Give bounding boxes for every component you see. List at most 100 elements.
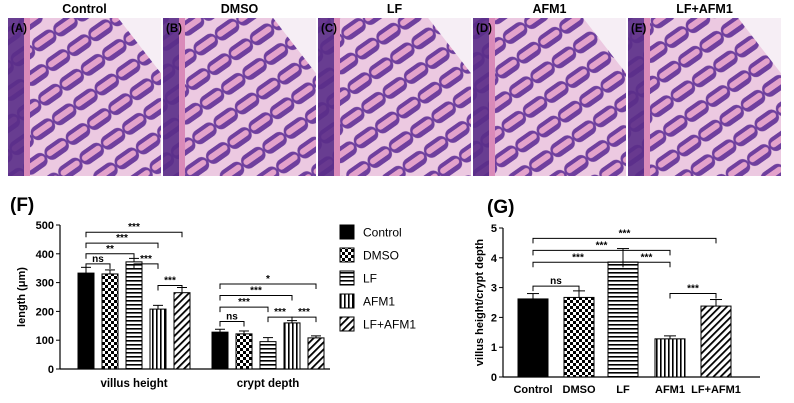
- bar: [700, 305, 732, 378]
- y-tick-label: 400: [36, 249, 54, 261]
- significance-label: ***: [140, 254, 152, 265]
- legend-label: Control: [363, 226, 402, 240]
- y-tick-label: 500: [36, 220, 54, 232]
- histology-submucosa: [24, 18, 30, 176]
- legend-swatch: [339, 247, 355, 263]
- histology-panel-title: LF+AFM1: [676, 2, 733, 16]
- legend-swatch: [339, 224, 355, 240]
- significance-label: ***: [238, 297, 250, 308]
- category-label: crypt depth: [237, 378, 300, 390]
- bar: [259, 341, 277, 370]
- histology-panel-letter: (A): [11, 23, 27, 35]
- legend-swatch: [339, 293, 355, 309]
- histology-panel-title: AFM1: [532, 2, 566, 16]
- y-tick-label: 2: [491, 312, 497, 324]
- villus-crypt-length-chart: (F) 0 100 200 300 400 500 length (μm) villus hei…: [10, 195, 416, 390]
- bar: [235, 333, 253, 370]
- significance-label: ***: [164, 275, 176, 286]
- legend-label: LF: [363, 272, 377, 286]
- bar: [173, 292, 191, 370]
- y-tick-label: 0: [491, 372, 497, 384]
- significance-label: ***: [298, 307, 310, 318]
- significance-bracket: [219, 283, 317, 290]
- bar: [77, 272, 95, 370]
- category-label: LF+AFM1: [691, 384, 741, 396]
- significance-label: ns: [550, 276, 562, 287]
- significance-bracket: [219, 320, 245, 327]
- category-label: AFM1: [655, 384, 685, 396]
- histology-panel-letter: (D): [476, 23, 492, 35]
- bar: [607, 261, 639, 378]
- significance-label: ns: [226, 311, 238, 322]
- histology-muscle-layer: [8, 18, 24, 176]
- significance-label: ***: [572, 252, 584, 263]
- legend-swatch: [339, 270, 355, 286]
- chart-panel-label: (G): [487, 197, 514, 218]
- histology-villi: [8, 18, 161, 176]
- significance-label: ***: [619, 228, 631, 239]
- histology-villi: [628, 18, 781, 176]
- y-tick-label: 3: [491, 283, 497, 295]
- bar: [101, 273, 119, 370]
- histology-panel-letter: (C): [321, 23, 337, 35]
- histology-panels: Control (A) DMSO (B) LF (C) AFM1 (D) LF+AFM1 (E): [8, 2, 781, 176]
- histology-submucosa: [334, 18, 340, 176]
- significance-label: ***: [250, 286, 262, 297]
- significance-bracket: [85, 242, 159, 249]
- histology-panel-title: LF: [387, 2, 403, 16]
- histology-villi: [163, 18, 316, 176]
- significance-label: ***: [641, 252, 653, 263]
- significance-label: ***: [274, 307, 286, 318]
- y-tick-label: 4: [491, 253, 498, 265]
- histology-muscle-layer: [628, 18, 644, 176]
- significance-label: ***: [596, 240, 608, 251]
- bar: [125, 261, 143, 370]
- histology-panel-letter: (E): [631, 23, 647, 35]
- histology-panel-title: DMSO: [221, 2, 259, 16]
- significance-bracket: [219, 306, 269, 313]
- y-tick-label: 1: [491, 342, 497, 354]
- category-label: LF: [616, 384, 630, 396]
- histology-muscle-layer: [318, 18, 334, 176]
- y-tick-label: 300: [36, 278, 54, 290]
- y-tick-label: 0: [48, 364, 54, 376]
- villus-crypt-ratio-chart: (G) 0 1 2 3 4 5 villus height/crypt depth Contro…: [474, 197, 760, 396]
- histology-muscle-layer: [473, 18, 489, 176]
- significance-bracket: [133, 263, 159, 269]
- significance-bracket: [532, 285, 580, 292]
- significance-label: **: [106, 244, 114, 255]
- significance-label: ***: [116, 233, 128, 244]
- significance-label: ns: [92, 254, 104, 265]
- y-axis-label: length (μm): [16, 267, 28, 327]
- bar: [563, 296, 595, 378]
- histology-villi: [318, 18, 471, 176]
- bar: [283, 322, 301, 370]
- significance-bracket: [85, 231, 183, 238]
- significance-bracket: [85, 253, 135, 259]
- histology-submucosa: [489, 18, 495, 176]
- category-label: DMSO: [563, 384, 596, 396]
- y-tick-label: 200: [36, 306, 54, 318]
- chart-panel-label: (F): [10, 195, 34, 216]
- bar: [517, 298, 549, 378]
- histology-muscle-layer: [163, 18, 179, 176]
- significance-bracket: [669, 293, 717, 299]
- bar: [149, 308, 167, 370]
- bar: [307, 337, 325, 370]
- bar: [654, 338, 686, 378]
- histology-villi: [473, 18, 626, 176]
- significance-bracket: [291, 316, 317, 323]
- legend-label: DMSO: [363, 249, 399, 263]
- legend-label: AFM1: [363, 295, 395, 309]
- significance-bracket: [219, 295, 293, 301]
- significance-label: ***: [128, 222, 140, 233]
- category-label: villus height: [100, 378, 167, 390]
- histology-submucosa: [644, 18, 650, 176]
- histology-panel-title: Control: [62, 2, 106, 16]
- category-label: Control: [513, 384, 552, 396]
- significance-label: *: [266, 274, 270, 285]
- y-tick-label: 100: [36, 335, 54, 347]
- significance-bracket: [532, 237, 717, 244]
- significance-bracket: [532, 249, 671, 256]
